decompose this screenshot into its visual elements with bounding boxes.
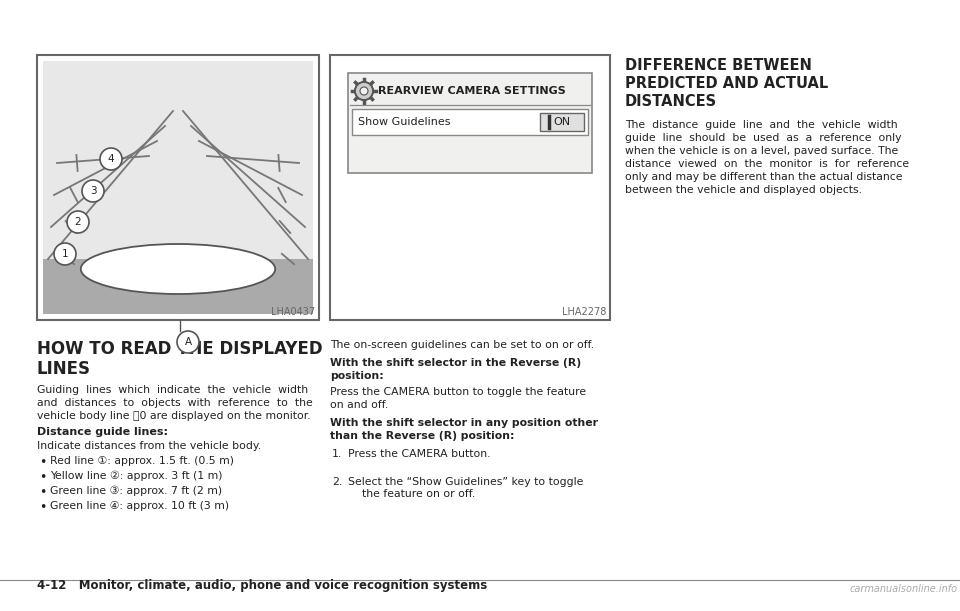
Text: The  distance  guide  line  and  the  vehicle  width: The distance guide line and the vehicle … bbox=[625, 120, 898, 130]
Bar bbox=[330, 55, 610, 320]
Bar bbox=[37, 55, 319, 320]
Text: The on-screen guidelines can be set to on or off.: The on-screen guidelines can be set to o… bbox=[330, 340, 594, 350]
Text: 4: 4 bbox=[108, 154, 114, 164]
Text: Guiding  lines  which  indicate  the  vehicle  width: Guiding lines which indicate the vehicle… bbox=[37, 385, 308, 395]
Text: •: • bbox=[39, 471, 46, 484]
Bar bbox=[540, 113, 584, 131]
Text: Select the “Show Guidelines” key to toggle
    the feature on or off.: Select the “Show Guidelines” key to togg… bbox=[348, 477, 584, 499]
Text: 2: 2 bbox=[75, 217, 82, 227]
Text: 2.: 2. bbox=[332, 477, 343, 487]
Circle shape bbox=[360, 87, 368, 95]
Bar bbox=[352, 109, 588, 135]
Bar bbox=[43, 259, 313, 314]
Circle shape bbox=[100, 148, 122, 170]
Text: 3: 3 bbox=[89, 186, 96, 196]
Text: LHA2278: LHA2278 bbox=[562, 307, 606, 317]
Text: ON: ON bbox=[553, 117, 570, 127]
Text: LINES: LINES bbox=[37, 360, 91, 378]
Text: Red line ①: approx. 1.5 ft. (0.5 m): Red line ①: approx. 1.5 ft. (0.5 m) bbox=[50, 456, 234, 466]
Circle shape bbox=[359, 86, 369, 96]
Text: position:: position: bbox=[330, 371, 384, 381]
Text: when the vehicle is on a level, paved surface. The: when the vehicle is on a level, paved su… bbox=[625, 146, 899, 156]
Text: •: • bbox=[39, 501, 46, 514]
Text: DISTANCES: DISTANCES bbox=[625, 94, 717, 109]
Bar bbox=[43, 61, 313, 314]
Circle shape bbox=[67, 211, 89, 233]
Text: Green line ③: approx. 7 ft (2 m): Green line ③: approx. 7 ft (2 m) bbox=[50, 486, 222, 496]
Text: With the shift selector in the Reverse (R): With the shift selector in the Reverse (… bbox=[330, 358, 581, 368]
Text: •: • bbox=[39, 486, 46, 499]
Text: 4-12   Monitor, climate, audio, phone and voice recognition systems: 4-12 Monitor, climate, audio, phone and … bbox=[37, 579, 488, 592]
Text: LHA0437: LHA0437 bbox=[271, 307, 315, 317]
Circle shape bbox=[355, 82, 373, 100]
Text: 1: 1 bbox=[61, 249, 68, 259]
Circle shape bbox=[355, 82, 373, 100]
Text: HOW TO READ THE DISPLAYED: HOW TO READ THE DISPLAYED bbox=[37, 340, 323, 358]
Text: and  distances  to  objects  with  reference  to  the: and distances to objects with reference … bbox=[37, 398, 313, 408]
Text: With the shift selector in any position other: With the shift selector in any position … bbox=[330, 418, 598, 428]
Text: vehicle body line ⑀0 are displayed on the monitor.: vehicle body line ⑀0 are displayed on th… bbox=[37, 411, 311, 421]
Text: between the vehicle and displayed objects.: between the vehicle and displayed object… bbox=[625, 185, 862, 195]
Text: distance  viewed  on  the  monitor  is  for  reference: distance viewed on the monitor is for re… bbox=[625, 159, 909, 169]
Text: DIFFERENCE BETWEEN: DIFFERENCE BETWEEN bbox=[625, 58, 812, 73]
Text: Green line ④: approx. 10 ft (3 m): Green line ④: approx. 10 ft (3 m) bbox=[50, 501, 229, 511]
Text: Press the CAMERA button to toggle the feature: Press the CAMERA button to toggle the fe… bbox=[330, 387, 587, 397]
Text: carmanualsonline.info: carmanualsonline.info bbox=[850, 584, 958, 594]
Text: REARVIEW CAMERA SETTINGS: REARVIEW CAMERA SETTINGS bbox=[378, 86, 565, 96]
Text: 1.: 1. bbox=[332, 449, 343, 459]
Text: •: • bbox=[39, 456, 46, 469]
Text: on and off.: on and off. bbox=[330, 400, 388, 410]
Circle shape bbox=[177, 331, 199, 353]
Text: only and may be different than the actual distance: only and may be different than the actua… bbox=[625, 172, 902, 182]
Text: Show Guidelines: Show Guidelines bbox=[358, 117, 450, 127]
Text: Press the CAMERA button.: Press the CAMERA button. bbox=[348, 449, 491, 459]
Text: Distance guide lines:: Distance guide lines: bbox=[37, 427, 168, 437]
Text: guide  line  should  be  used  as  a  reference  only: guide line should be used as a reference… bbox=[625, 133, 901, 143]
Text: than the Reverse (R) position:: than the Reverse (R) position: bbox=[330, 431, 515, 441]
Circle shape bbox=[54, 243, 76, 265]
Text: PREDICTED AND ACTUAL: PREDICTED AND ACTUAL bbox=[625, 76, 828, 91]
Text: Indicate distances from the vehicle body.: Indicate distances from the vehicle body… bbox=[37, 441, 261, 451]
Circle shape bbox=[82, 180, 104, 202]
Ellipse shape bbox=[81, 244, 276, 294]
Bar bbox=[348, 73, 592, 173]
Text: Yellow line ②: approx. 3 ft (1 m): Yellow line ②: approx. 3 ft (1 m) bbox=[50, 471, 223, 481]
Text: A: A bbox=[184, 337, 192, 347]
